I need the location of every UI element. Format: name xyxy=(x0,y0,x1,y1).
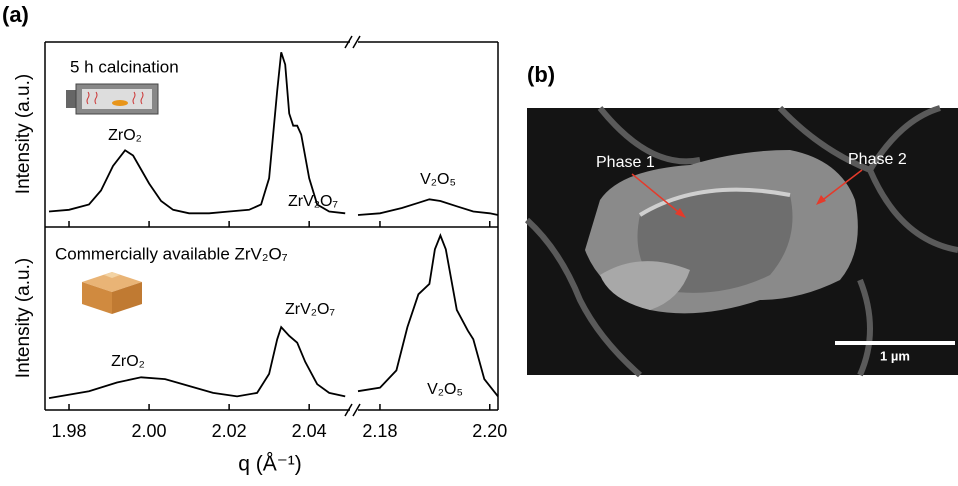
intensity-line xyxy=(48,52,346,215)
scale-bar-label: 1 µm xyxy=(880,348,910,363)
furnace-icon xyxy=(66,83,159,115)
panel-label: (a) xyxy=(2,2,29,27)
x-tick-label: 2.18 xyxy=(362,421,397,441)
annotation: ZrV₂O₇ xyxy=(288,193,338,210)
intensity-line xyxy=(357,233,499,397)
panel-label: (b) xyxy=(527,62,555,87)
x-tick-label: 2.00 xyxy=(132,421,167,441)
annotation: ZrO₂ xyxy=(111,353,145,370)
intensity-line xyxy=(48,325,346,399)
x-axis-label: q (Å⁻¹) xyxy=(238,453,302,476)
annotation: Commercially available ZrV₂O₇ xyxy=(55,244,288,263)
x-tick-label: 2.04 xyxy=(292,421,327,441)
annotation: ZrO₂ xyxy=(108,127,142,144)
x-tick-label: 2.20 xyxy=(472,421,507,441)
plot-frame xyxy=(44,35,499,417)
annotation: V₂O₅ xyxy=(427,381,463,398)
x-tick-label: 2.02 xyxy=(212,421,247,441)
sem-label: Phase 2 xyxy=(848,151,907,168)
intensity-line xyxy=(357,198,499,216)
x-tick-label: 1.98 xyxy=(51,421,86,441)
sem-image xyxy=(524,105,958,378)
y-axis-label: Intensity (a.u.) xyxy=(13,74,34,194)
annotation: ZrV₂O₇ xyxy=(285,301,335,318)
annotation: V₂O₅ xyxy=(420,171,456,188)
annotation: 5 h calcination xyxy=(70,57,179,76)
y-axis-label: Intensity (a.u.) xyxy=(13,258,34,378)
box-icon xyxy=(82,272,142,314)
sem-label: Phase 1 xyxy=(596,154,655,171)
